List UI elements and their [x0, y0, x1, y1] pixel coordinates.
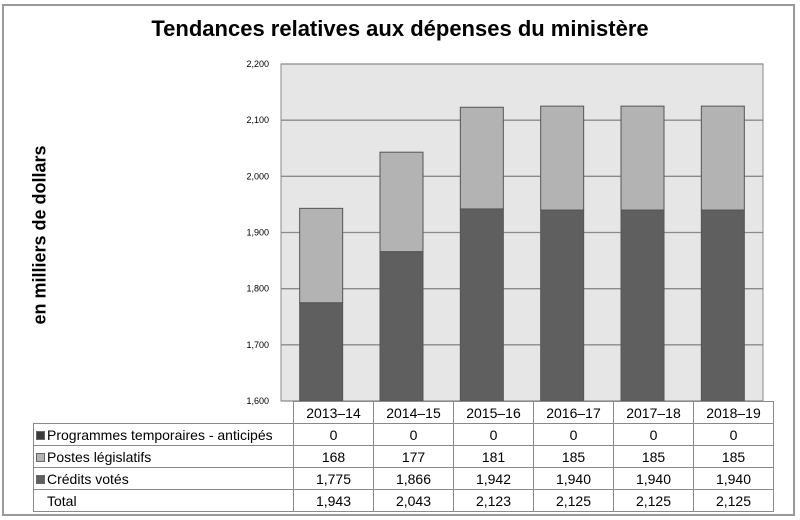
- data-label: 1,940: [533, 467, 614, 490]
- data-label: 0: [453, 423, 534, 446]
- y-tick-label: 2,000: [246, 171, 269, 181]
- data-label: 177: [373, 445, 454, 468]
- data-label: 1,940: [613, 467, 694, 490]
- bar-segment: [379, 151, 424, 253]
- data-label: 1,940: [693, 467, 774, 490]
- data-label: 1,942: [453, 467, 534, 490]
- legend-swatch-icon: [36, 474, 45, 484]
- bar-segment: [299, 302, 344, 402]
- table-row: Programmes temporaires - anticipés 0 0 0 0 0 0: [33, 423, 774, 446]
- y-tick-label: 2,200: [246, 59, 269, 69]
- y-tick-label: 1,900: [246, 228, 269, 238]
- x-tick-label: 2016–17: [533, 401, 614, 424]
- bar-segment: [620, 209, 665, 402]
- legend-entry: Crédits votés: [33, 467, 294, 490]
- data-label: 0: [293, 423, 374, 446]
- bar-segment: [540, 105, 585, 211]
- y-tick-label: 1,700: [246, 340, 269, 350]
- y-tick-label: 1,600: [246, 396, 269, 406]
- y-tick-label: 1,800: [246, 284, 269, 294]
- chart-frame: [2, 4, 795, 516]
- data-label: 185: [533, 445, 614, 468]
- total-value: 2,123: [453, 489, 534, 512]
- data-label: 0: [533, 423, 614, 446]
- bar-segment: [459, 208, 504, 402]
- total-value: 2,043: [373, 489, 454, 512]
- x-tick-label: 2014–15: [373, 401, 454, 424]
- chart-title: Tendances relatives aux dépenses du mini…: [151, 16, 649, 41]
- legend-label: Crédits votés: [47, 470, 129, 487]
- x-tick-label: 2013–14: [293, 401, 374, 424]
- bar-segment: [700, 105, 745, 211]
- legend-swatch-icon: [36, 430, 45, 440]
- legend-entry: Postes législatifs: [33, 445, 294, 468]
- legend-label: Programmes temporaires - anticipés: [47, 426, 273, 443]
- table-row-total: Total 1,943 2,043 2,123 2,125 2,125 2,125: [33, 489, 774, 512]
- data-label: 0: [693, 423, 774, 446]
- legend-entry: Programmes temporaires - anticipés: [33, 423, 294, 446]
- data-label: 185: [693, 445, 774, 468]
- data-label: 185: [613, 445, 694, 468]
- table-row: Crédits votés 1,775 1,866 1,942 1,940 1,940 1,…: [33, 467, 774, 490]
- x-tick-label: 2017–18: [613, 401, 694, 424]
- bar-segment: [620, 105, 665, 211]
- bar-segment: [700, 209, 745, 402]
- total-value: 2,125: [693, 489, 774, 512]
- total-value: 2,125: [533, 489, 614, 512]
- data-label: 168: [293, 445, 374, 468]
- table-row: Postes législatifs 168 177 181 185 185 185: [33, 445, 774, 468]
- data-label: 0: [613, 423, 694, 446]
- table-corner: [33, 401, 294, 424]
- x-tick-label: 2015–16: [453, 401, 534, 424]
- y-tick-label: 2,100: [246, 115, 269, 125]
- total-label: Total: [33, 489, 294, 512]
- total-value: 2,125: [613, 489, 694, 512]
- bar-segment: [379, 251, 424, 402]
- data-label: 181: [453, 445, 534, 468]
- total-value: 1,943: [293, 489, 374, 512]
- bar-segment: [299, 207, 344, 304]
- table-header-row: 2013–14 2014–15 2015–16 2016–17 2017–18 2018–…: [33, 401, 774, 424]
- data-label: 0: [373, 423, 454, 446]
- legend-swatch-icon: [36, 452, 45, 462]
- data-label: 1,775: [293, 467, 374, 490]
- x-tick-label: 2018–19: [693, 401, 774, 424]
- bar-segment: [540, 209, 585, 402]
- bar-segment: [459, 106, 504, 210]
- data-table: 2013–14 2014–15 2015–16 2016–17 2017–18 2018–…: [33, 401, 774, 512]
- legend-label: Postes législatifs: [47, 448, 152, 465]
- data-label: 1,866: [373, 467, 454, 490]
